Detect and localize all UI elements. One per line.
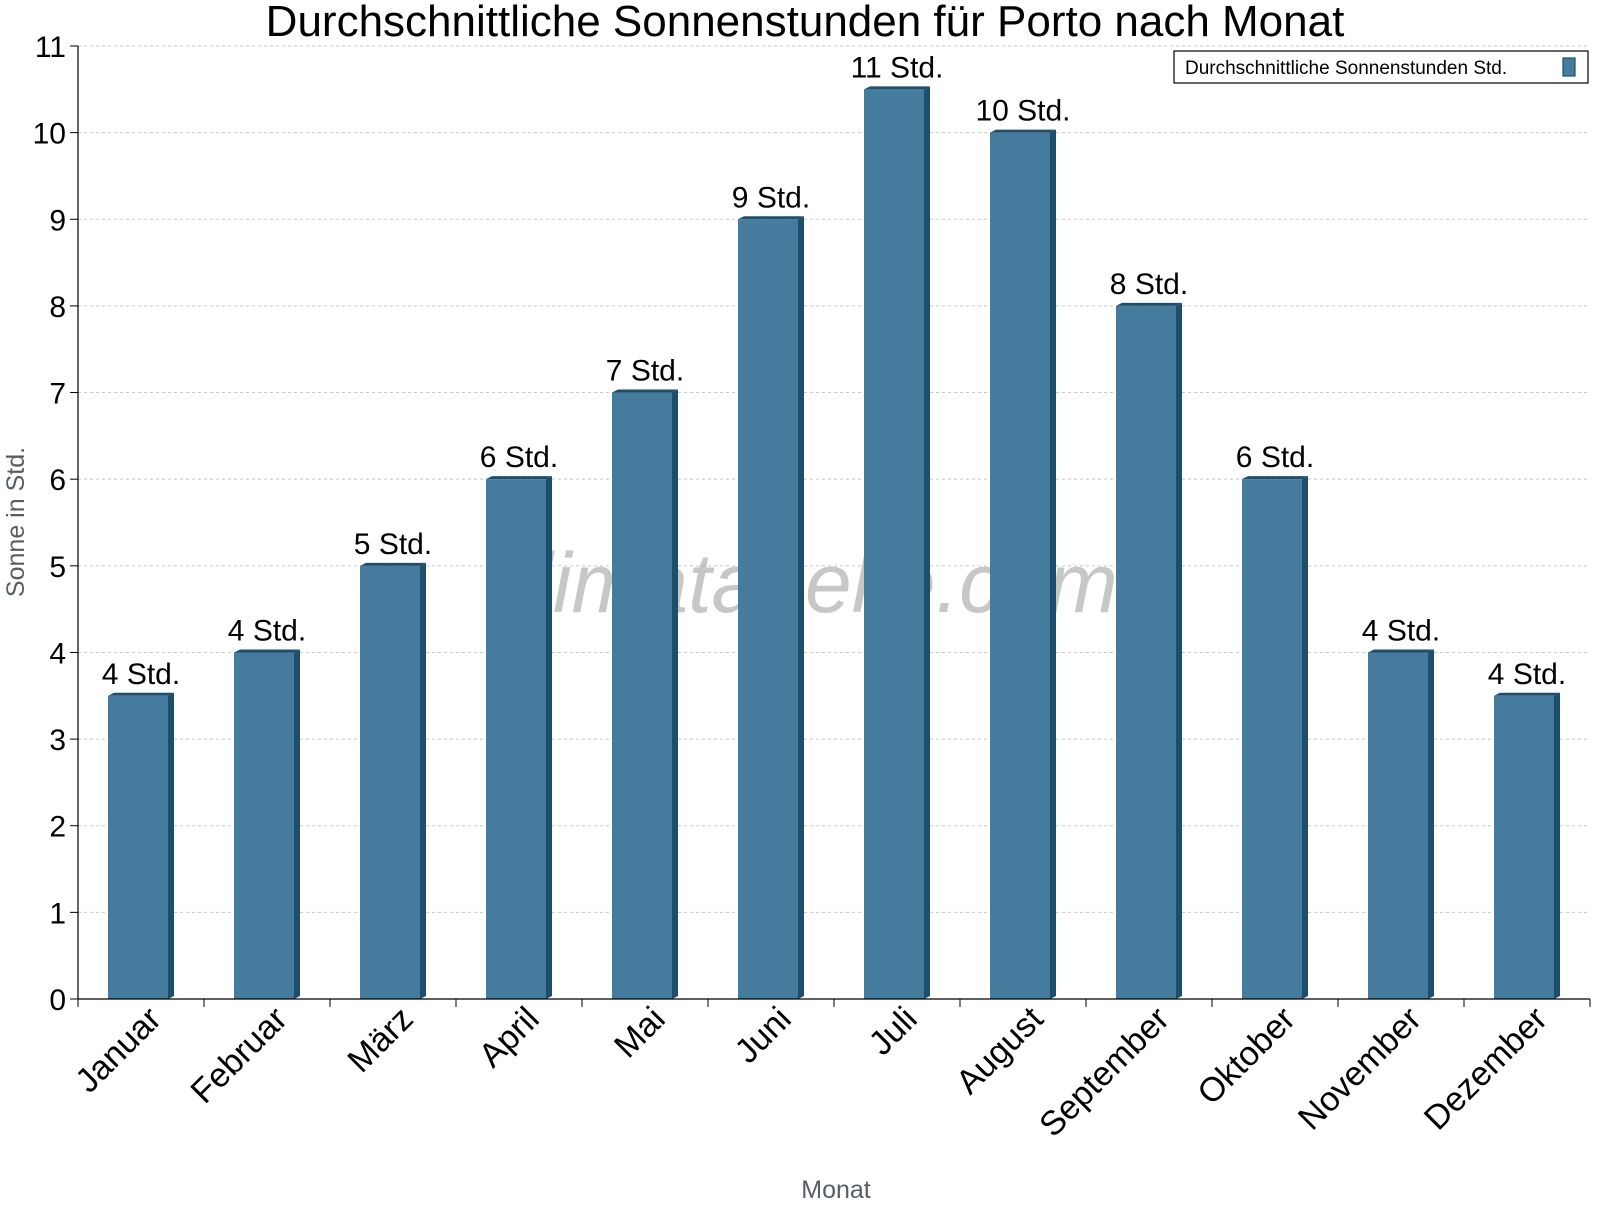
data-label: 4 Std.	[228, 614, 306, 647]
y-tick-label: 3	[49, 724, 66, 757]
bar-top	[108, 692, 174, 696]
x-tick-label: April	[472, 1000, 547, 1075]
bar-front	[486, 479, 546, 999]
data-label: 9 Std.	[732, 181, 810, 214]
bar-front	[234, 652, 294, 999]
x-tick-label: Oktober	[1190, 1000, 1302, 1112]
bar-top	[864, 86, 930, 90]
bar-januar	[108, 692, 174, 999]
legend-box	[1173, 50, 1589, 84]
x-tick-label: Juni	[728, 1000, 799, 1071]
data-label: 6 Std.	[480, 441, 558, 474]
bar-juli	[864, 86, 930, 1000]
bar-side	[1176, 302, 1182, 1000]
bar-front	[612, 392, 672, 1000]
bar-side	[168, 692, 174, 999]
bar-side	[672, 389, 678, 1000]
x-tick-label: September	[1032, 1000, 1176, 1144]
y-axis-title: Sonne in Std.	[2, 447, 30, 597]
y-tick-label: 1	[49, 897, 66, 930]
y-tick-label: 10	[33, 118, 66, 151]
bar-september	[1116, 302, 1182, 1000]
axes	[70, 45, 1591, 1007]
data-label: 4 Std.	[1488, 658, 1566, 691]
bar-top	[234, 649, 300, 653]
bar-oktober	[1242, 476, 1308, 999]
bar-november	[1368, 649, 1434, 999]
data-label: 6 Std.	[1236, 441, 1314, 474]
bar-april	[486, 476, 552, 999]
x-axis-title: Monat	[801, 1176, 871, 1200]
bar-side	[1302, 476, 1308, 999]
bar-side	[420, 562, 426, 999]
data-label: 10 Std.	[975, 95, 1070, 128]
bar-august	[990, 129, 1056, 1000]
bar-side	[798, 216, 804, 1000]
bar-top	[612, 389, 678, 393]
bar-front	[108, 695, 168, 999]
bar-top	[1494, 692, 1560, 696]
bars	[108, 86, 1560, 1000]
bar-top	[1116, 302, 1182, 306]
x-tick-label: Februar	[184, 1000, 295, 1111]
legend: Durchschnittliche Sonnenstunden Std.	[1173, 50, 1589, 84]
bar-front	[990, 132, 1050, 1000]
y-tick-label: 7	[49, 378, 66, 411]
bar-top	[486, 476, 552, 480]
bar-side	[546, 476, 552, 999]
x-tick-label: August	[949, 999, 1051, 1101]
data-label: 5 Std.	[354, 528, 432, 561]
grid-lines	[78, 45, 1590, 913]
bar-top	[360, 562, 426, 566]
bar-top	[738, 216, 804, 220]
y-tick-label: 4	[49, 637, 66, 670]
data-label: 7 Std.	[606, 355, 684, 388]
x-tick-label: Januar	[68, 1000, 168, 1100]
bar-side	[1554, 692, 1560, 999]
y-tick-label: 0	[49, 984, 66, 1017]
legend-label: Durchschnittliche Sonnenstunden Std.	[1185, 58, 1507, 79]
data-label: 4 Std.	[1362, 614, 1440, 647]
x-tick-label: Mai	[607, 1000, 673, 1066]
bar-juni	[738, 216, 804, 1000]
data-label: 11 Std.	[851, 51, 944, 84]
y-tick-label: 5	[49, 551, 66, 584]
y-tick-label: 6	[49, 464, 66, 497]
bar-top	[1242, 476, 1308, 480]
bar-mai	[612, 389, 678, 1000]
bar-front	[864, 89, 924, 1000]
chart-title: Durchschnittliche Sonnenstunden für Port…	[266, 0, 1345, 46]
x-tick-label: März	[340, 1000, 420, 1080]
bar-front	[738, 219, 798, 1000]
bar-front	[1116, 305, 1176, 1000]
bar-märz	[360, 562, 426, 999]
bar-februar	[234, 649, 300, 999]
bar-front	[1494, 695, 1554, 999]
y-tick-label: 2	[49, 811, 66, 844]
data-label: 8 Std.	[1110, 268, 1188, 301]
bar-top	[990, 129, 1056, 133]
y-tick-label: 8	[49, 291, 66, 324]
bar-side	[1428, 649, 1434, 999]
y-tick-label: 11	[35, 31, 66, 64]
y-tick-label: 9	[49, 204, 66, 237]
bar-top	[1368, 649, 1434, 653]
x-tick-label: Dezember	[1417, 1000, 1555, 1138]
x-tick-label: November	[1291, 1000, 1429, 1138]
bar-side	[924, 86, 930, 1000]
bar-front	[1368, 652, 1428, 999]
bar-front	[360, 565, 420, 999]
bar-side	[1050, 129, 1056, 1000]
bar-dezember	[1494, 692, 1560, 999]
x-tick-label: Juli	[862, 1000, 925, 1063]
bar-front	[1242, 479, 1302, 999]
bar-side	[294, 649, 300, 999]
legend-swatch	[1562, 57, 1576, 77]
data-label: 4 Std.	[102, 658, 180, 691]
